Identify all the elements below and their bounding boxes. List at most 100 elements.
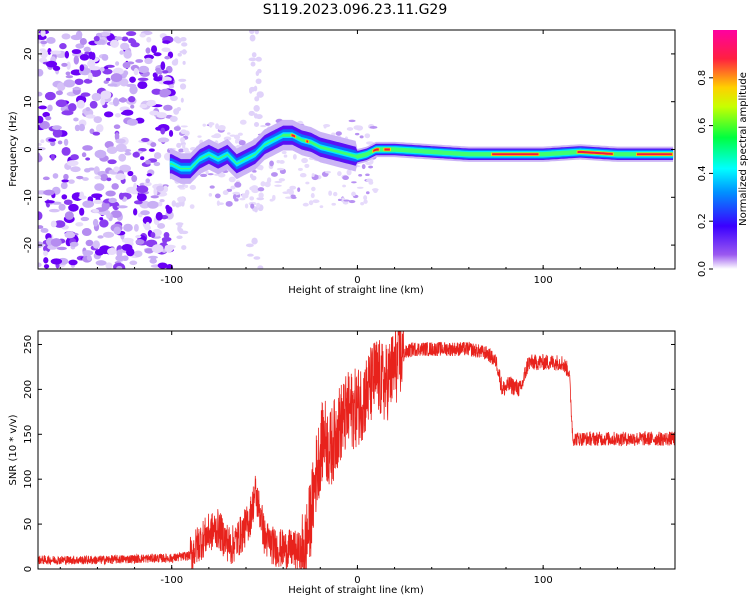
spectrogram-speckle — [145, 159, 152, 165]
spectrogram-speckle — [253, 105, 260, 112]
spectrogram-speckle — [116, 266, 123, 269]
spectrogram-speckle — [109, 39, 120, 48]
spectrogram-speckle — [248, 30, 255, 35]
spectrogram-speckle — [250, 203, 255, 209]
spectrogram-speckle — [269, 198, 274, 202]
spectrogram-speckle — [145, 178, 150, 184]
spectrogram-speckle — [170, 95, 178, 102]
spectrogram-speckle — [202, 123, 207, 127]
snr-panel: -100 0 100 0 50 100 150 200 250 Height of straig… — [8, 330, 676, 596]
snr-ylabel: SNR (10 * v/v) — [8, 414, 19, 485]
spectrogram-peak-band — [577, 150, 613, 155]
spectrogram-speckle — [57, 140, 63, 145]
spectrogram-speckle — [118, 192, 124, 200]
spectrogram-speckle — [144, 248, 154, 254]
spectrogram-speckle — [131, 175, 138, 183]
spectrogram-speckle — [227, 132, 231, 135]
spectrogram-speckle — [366, 141, 374, 145]
spectrogram-speckle — [197, 135, 202, 138]
spectrogram-speckle — [42, 176, 50, 181]
spectrogram-speckle — [145, 221, 150, 230]
spectrogram-speckle — [135, 59, 144, 63]
spectrogram-speckle — [140, 156, 145, 161]
spectrogram-speckle — [159, 88, 172, 97]
spectrogram-speckle — [302, 202, 309, 207]
spectrogram-speckle — [81, 228, 92, 237]
spectrogram-speckle — [228, 176, 236, 183]
spectrogram-speckle — [366, 191, 370, 195]
spectrogram-speckle — [363, 195, 368, 201]
spectrogram-speckle — [99, 67, 105, 72]
spectrogram-speckle — [290, 196, 297, 200]
spectrogram-speckle — [173, 36, 180, 42]
spectrogram-speckle — [168, 84, 175, 89]
spectrogram-speckle — [153, 152, 162, 159]
snr-ytick-label: 150 — [23, 425, 34, 444]
spectrogram-speckle — [355, 125, 364, 131]
spectrogram-speckle — [160, 127, 166, 135]
spectrogram-speckle — [157, 262, 168, 269]
spectrogram-speckle — [214, 193, 221, 199]
spectrogram-speckle — [58, 203, 66, 211]
spectrogram-speckle — [253, 113, 258, 119]
spectrogram-speckle — [233, 134, 241, 140]
spectrogram-speckle — [107, 159, 117, 165]
spectrogram-speckle — [274, 180, 283, 184]
spectrogram-speckle — [276, 167, 285, 171]
spectrogram-speckle — [112, 201, 120, 211]
spectrogram-speckle — [247, 253, 254, 257]
spectrogram-speckle — [61, 33, 71, 40]
spectrogram-speckle — [68, 179, 75, 184]
spectrogram-speckle — [217, 172, 226, 178]
spectrogram-speckle — [180, 125, 188, 128]
spectrogram-speckle — [244, 203, 249, 209]
spectrogram-speckle — [256, 202, 261, 209]
spectrogram-speckle — [111, 183, 119, 190]
snr-ytick-label: 250 — [23, 335, 34, 354]
spectrogram-speckle — [108, 197, 117, 204]
spectrogram-speckle — [348, 199, 356, 204]
colorbar-tick-label: 0.4 — [697, 165, 708, 181]
spectrogram-speckle — [151, 244, 164, 254]
spectrogram-speckle — [369, 126, 378, 129]
spectrogram-speckle — [38, 115, 44, 124]
spectrogram-speckle — [143, 181, 152, 187]
spectrogram-speckle — [181, 245, 187, 250]
spectrogram-speckle — [207, 173, 214, 176]
spectrogram-speckle — [169, 115, 178, 123]
spectrogram-speckle — [354, 132, 360, 136]
spectrogram-speckle — [284, 196, 293, 199]
snr-xtick-label: -100 — [160, 575, 183, 586]
spectrogram-speckle — [125, 31, 137, 37]
spectrogram-peak-band — [492, 153, 539, 156]
spectrogram-speckle — [100, 90, 112, 100]
spectrogram-speckle — [38, 142, 42, 147]
spectrogram-speckle — [52, 65, 61, 71]
spectrogram-speckle — [325, 170, 331, 174]
spectrogram-speckle — [257, 187, 265, 192]
spectrogram-speckle — [48, 138, 57, 142]
spectrogram-speckle — [100, 173, 109, 182]
spectrogram-speckle — [136, 185, 149, 193]
spectrogram-speckle — [114, 36, 123, 41]
spectrogram-speckle — [63, 173, 69, 180]
spectrogram-speckle — [171, 59, 179, 66]
spectrogram-speckle — [156, 112, 167, 119]
spectrogram-speckle — [225, 200, 233, 207]
spectrogram-speckle — [138, 147, 147, 152]
spectrogram-speckle — [82, 145, 93, 151]
spectrogram-speckle — [305, 181, 310, 185]
spectrogram-speckle — [88, 51, 94, 60]
spectrogram-speckle — [64, 50, 70, 59]
spectrogram-speckle — [102, 231, 115, 238]
spectrogram-speckle — [92, 131, 101, 136]
spectrogram-speckle — [73, 117, 79, 122]
colorbar-tick-label: 0.8 — [697, 70, 708, 86]
spectrogram-speckle — [215, 123, 219, 130]
spectrogram-speckle — [107, 83, 118, 87]
spectrogram-speckle — [51, 125, 62, 130]
colorbar-gradient — [713, 30, 737, 269]
snr-axes: -100 0 100 0 50 100 150 200 250 — [23, 331, 675, 586]
spectrogram-speckle — [155, 70, 163, 75]
